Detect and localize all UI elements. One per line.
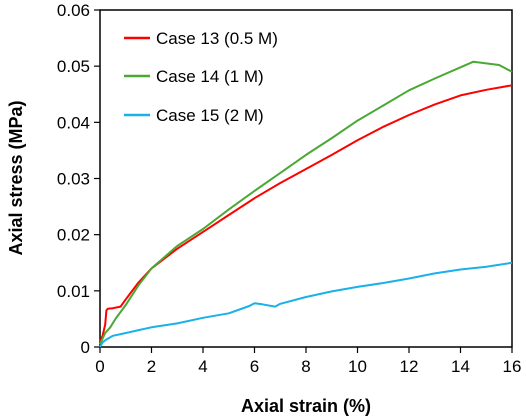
x-tick-label: 10 [348,357,367,376]
series-lines [99,60,513,348]
y-tick-label: 0.04 [57,113,90,132]
y-tick-label: 0.06 [57,1,90,20]
series-line-3 [99,261,513,348]
y-axis-title: Axial stress (MPa) [6,100,26,255]
legend-label-case-14: Case 14 (1 M) [156,67,264,86]
series-line-1 [99,84,513,342]
x-axis-title: Axial strain (%) [241,396,371,416]
legend: Case 13 (0.5 M) Case 14 (1 M) Case 15 (2… [124,29,278,125]
y-tick-label: 0 [81,338,90,357]
x-axis-ticks: 0 2 4 6 8 10 12 14 16 [95,347,521,376]
x-tick-label: 16 [503,357,522,376]
y-tick-label: 0.05 [57,57,90,76]
x-tick-label: 4 [198,357,207,376]
legend-label-case-13: Case 13 (0.5 M) [156,29,278,48]
series-line-2 [99,60,513,345]
x-tick-label: 2 [147,357,156,376]
y-tick-label: 0.03 [57,170,90,189]
legend-label-case-15: Case 15 (2 M) [156,106,264,125]
y-tick-label: 0.02 [57,226,90,245]
plot-area [99,9,513,348]
y-tick-label: 0.01 [57,282,90,301]
y-axis-ticks: 0 0.01 0.02 0.03 0.04 0.05 0.06 [57,1,100,357]
x-tick-label: 8 [301,357,310,376]
x-tick-label: 6 [250,357,259,376]
x-tick-label: 0 [95,357,104,376]
x-tick-label: 12 [400,357,419,376]
x-tick-label: 14 [451,357,470,376]
